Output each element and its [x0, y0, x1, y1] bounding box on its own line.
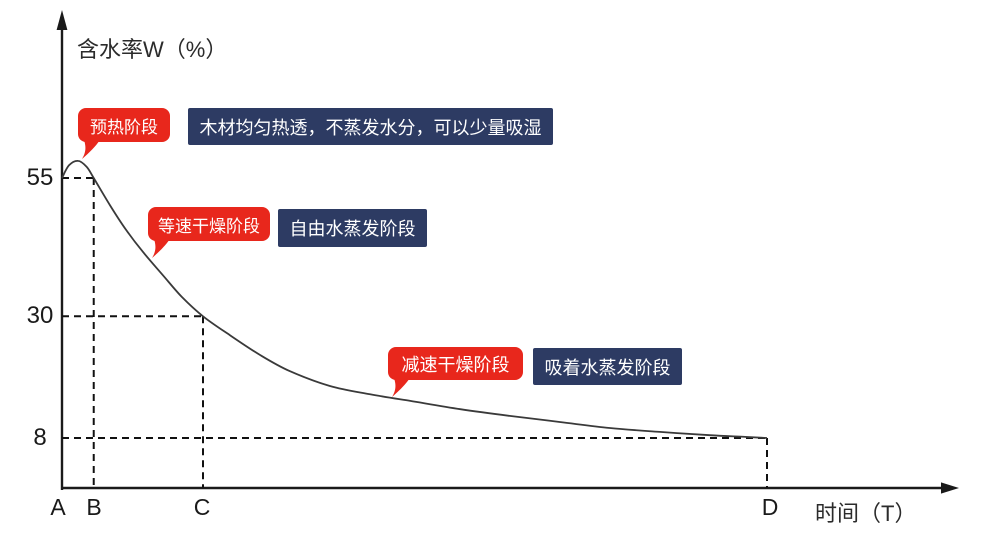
y-tick-55: 55 [26, 164, 54, 191]
stage-bubble-preheating: 预热阶段 [78, 108, 170, 159]
bubble-tail-icon [392, 378, 410, 397]
bubble-tail-icon [152, 239, 170, 258]
y-tick-8: 8 [33, 424, 47, 451]
x-tick-b: B [86, 494, 102, 520]
stage-desc-label: 自由水蒸发阶段 [289, 219, 416, 239]
stage-desc-label: 吸着水蒸发阶段 [544, 357, 671, 378]
dashed-guides [62, 177, 768, 488]
stage-bubble-label: 等速干燥阶段 [158, 216, 260, 236]
stage-desc-falling-rate: 吸着水蒸发阶段 [533, 348, 682, 385]
stage-bubble-label: 预热阶段 [90, 117, 158, 137]
stage-bubble-label: 减速干燥阶段 [401, 354, 510, 375]
y-tick-30: 30 [26, 302, 54, 329]
x-tick-c: C [193, 494, 211, 520]
y-axis-label: 含水率W（%） [77, 37, 228, 62]
x-axis-arrowhead [941, 482, 959, 494]
x-tick-a: A [50, 494, 66, 520]
stage-desc-constant-rate: 自由水蒸发阶段 [278, 209, 427, 247]
x-tick-d: D [761, 494, 779, 520]
bubble-tail-icon [82, 140, 100, 159]
moisture-curve [61, 159, 768, 439]
stage-desc-label: 木材均匀热透，不蒸发水分，可以少量吸湿 [199, 117, 542, 138]
stage-desc-preheating: 木材均匀热透，不蒸发水分，可以少量吸湿 [188, 108, 553, 145]
stage-bubble-constant-rate: 等速干燥阶段 [148, 207, 270, 258]
stage-bubble-falling-rate: 减速干燥阶段 [388, 347, 523, 397]
y-axis-arrowhead [56, 10, 68, 30]
x-axis-label: 时间（T） [815, 501, 917, 526]
